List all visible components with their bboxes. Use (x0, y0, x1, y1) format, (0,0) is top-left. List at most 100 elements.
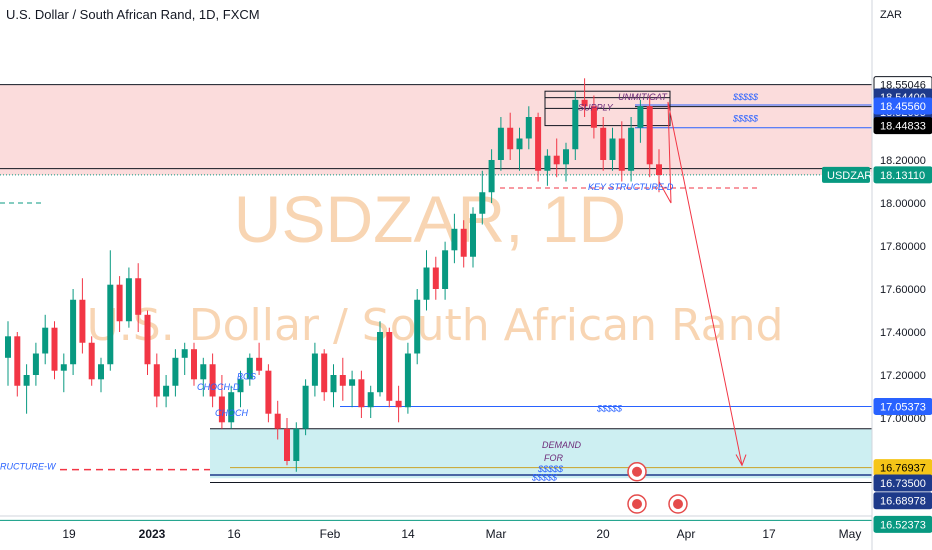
candle-body (246, 357, 253, 380)
demand-zone (210, 428, 872, 479)
candle-body (23, 375, 30, 386)
candle-body (135, 278, 142, 315)
candle-body (628, 127, 635, 171)
candle-body (535, 117, 542, 171)
projection-arrowhead (735, 454, 747, 467)
candle-body (395, 400, 402, 408)
candle-body (637, 106, 644, 128)
candle-body (311, 353, 318, 386)
y-tick-label: 18.20000 (880, 155, 926, 167)
price-label-text: 16.68978 (880, 496, 926, 508)
candle-body (600, 127, 607, 160)
candle-body (107, 284, 114, 365)
annotation-dollar-1: $$$$$ (732, 92, 759, 102)
projection-path (658, 101, 743, 466)
annotation-choch-d: CHOCH-D (197, 382, 240, 392)
y-tick-label: 17.00000 (880, 413, 926, 425)
candle-body (218, 396, 225, 423)
candle-body (377, 332, 383, 393)
price-label-text: 16.76937 (880, 463, 926, 475)
candle-body (181, 349, 188, 358)
annotation-dollar-5: $$$$$ (531, 472, 558, 482)
candle-body (656, 164, 662, 176)
candle-body (479, 192, 486, 214)
price-label-box (873, 166, 932, 184)
price-label-box (873, 515, 932, 533)
annotation-dollar-2: $$$$$ (732, 113, 759, 123)
us-flag-icon[interactable] (627, 494, 647, 514)
candle-body (209, 364, 216, 397)
candle-body (153, 364, 160, 397)
candle-body (442, 250, 449, 289)
candle-body (349, 379, 356, 386)
annotation-dollar-3: $$$$$ (596, 404, 623, 414)
x-tick-label: 2023 (139, 527, 166, 541)
candle-body (544, 155, 551, 171)
y-tick-label: 18.00000 (880, 198, 926, 210)
annotation-for: FOR (544, 453, 563, 463)
candle-body (488, 160, 495, 193)
candle-body (423, 267, 430, 300)
candle-body (358, 379, 365, 408)
candle-body (116, 284, 123, 322)
candle-body (330, 375, 337, 393)
candle-body (191, 349, 197, 380)
candle-body (367, 392, 374, 408)
candle-body (60, 364, 67, 371)
supply-zone (0, 84, 872, 176)
x-tick-label: 19 (62, 527, 76, 541)
candle-body (51, 327, 58, 371)
candle-body (470, 213, 476, 257)
y-tick-label: 17.40000 (880, 327, 926, 339)
price-label-text: 17.05373 (880, 401, 926, 413)
y-tick-label: 17.80000 (880, 241, 926, 253)
candle-body (228, 392, 235, 423)
x-tick-label: May (839, 527, 862, 541)
annotation-key-structure: KEY STRUCTURE-D (588, 182, 674, 192)
annotation-structure-w: RUCTURE-W (0, 462, 57, 472)
annotation-choch: CHOCH (215, 408, 248, 418)
candle-body (339, 375, 346, 386)
candle-body (163, 385, 170, 397)
annotation-demand: DEMAND (542, 440, 582, 450)
price-label-text: 18.44833 (880, 121, 926, 133)
candle-body (321, 353, 328, 393)
candle-body (144, 314, 151, 365)
lightning-icon[interactable] (627, 462, 647, 482)
candle-body (451, 228, 458, 251)
annotation-unmitigat: UNMITIGAT (618, 92, 668, 102)
x-tick-label: 17 (762, 527, 776, 541)
price-label-text: 18.13110 (880, 170, 925, 182)
price-label-text: 16.52373 (880, 519, 926, 531)
watermark-symbol: USDZAR, 1D (234, 182, 626, 256)
us-flag-icon[interactable] (668, 494, 688, 514)
candle-body (386, 332, 393, 401)
event-dot (632, 499, 642, 509)
candle-body (237, 379, 244, 393)
candle-body (32, 353, 39, 375)
x-tick-label: Feb (320, 527, 341, 541)
candle-body (265, 370, 272, 414)
candle-body (98, 364, 104, 380)
symbol-tag-text: USDZAR (827, 170, 872, 182)
price-label-box (873, 117, 932, 135)
annotation-dollar-4: $$$$$ (537, 464, 564, 474)
candle-body (404, 353, 411, 408)
annotation-bos: BOS (237, 371, 256, 381)
y-tick-label: 17.60000 (880, 284, 926, 296)
candle-body (618, 138, 625, 171)
x-tick-label: 14 (401, 527, 415, 541)
candle-body (274, 413, 281, 429)
y-tick-label: 17.20000 (880, 370, 926, 382)
candle-body (284, 428, 290, 461)
candle-body (553, 155, 560, 165)
candle-body (581, 99, 588, 107)
candle-body (646, 106, 653, 165)
x-tick-label: 16 (227, 527, 241, 541)
price-label-box (873, 474, 932, 492)
currency-label: ZAR (880, 9, 902, 21)
price-label-text: 16.73500 (880, 478, 926, 490)
candle-body (563, 149, 569, 165)
candle-body (572, 99, 579, 150)
